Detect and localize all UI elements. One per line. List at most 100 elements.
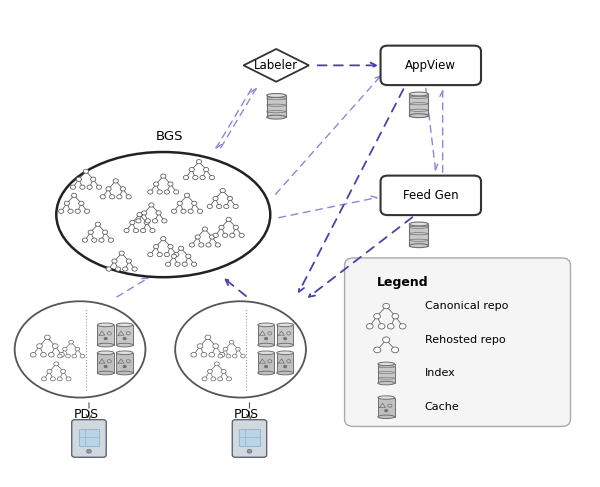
Circle shape — [152, 219, 158, 223]
Circle shape — [82, 238, 88, 242]
Circle shape — [205, 335, 211, 340]
FancyBboxPatch shape — [378, 397, 395, 417]
Ellipse shape — [97, 323, 114, 327]
Circle shape — [76, 177, 82, 181]
Circle shape — [162, 219, 167, 223]
Text: PDS: PDS — [73, 408, 98, 421]
FancyBboxPatch shape — [267, 95, 286, 117]
Circle shape — [91, 177, 96, 181]
Circle shape — [221, 369, 226, 374]
Circle shape — [75, 347, 80, 351]
Circle shape — [213, 344, 218, 348]
Circle shape — [164, 190, 169, 194]
Circle shape — [119, 251, 124, 255]
Circle shape — [130, 221, 135, 225]
Circle shape — [213, 233, 218, 238]
Circle shape — [241, 354, 245, 358]
FancyBboxPatch shape — [277, 325, 293, 345]
Circle shape — [191, 353, 197, 357]
Circle shape — [92, 238, 97, 242]
Circle shape — [117, 195, 122, 199]
Circle shape — [70, 185, 76, 189]
Ellipse shape — [116, 343, 133, 347]
Ellipse shape — [378, 396, 395, 399]
Circle shape — [197, 209, 203, 213]
Circle shape — [154, 182, 159, 186]
Circle shape — [66, 354, 70, 358]
Circle shape — [99, 238, 104, 242]
Circle shape — [122, 267, 128, 271]
Circle shape — [392, 347, 398, 353]
FancyBboxPatch shape — [380, 176, 481, 215]
Ellipse shape — [258, 343, 274, 347]
Ellipse shape — [277, 323, 293, 327]
Circle shape — [208, 369, 212, 374]
Text: PDS: PDS — [234, 408, 259, 421]
FancyBboxPatch shape — [409, 224, 428, 245]
Ellipse shape — [116, 351, 133, 355]
Circle shape — [265, 365, 268, 368]
Ellipse shape — [175, 301, 306, 397]
Circle shape — [218, 377, 223, 381]
Circle shape — [182, 262, 187, 266]
Circle shape — [191, 262, 197, 266]
Circle shape — [227, 196, 233, 201]
Circle shape — [88, 230, 94, 234]
Circle shape — [219, 225, 224, 229]
Text: Labeler: Labeler — [254, 59, 298, 72]
Ellipse shape — [277, 351, 293, 355]
Circle shape — [374, 314, 380, 319]
Circle shape — [223, 347, 227, 351]
Ellipse shape — [258, 371, 274, 375]
Polygon shape — [244, 49, 309, 82]
Circle shape — [136, 219, 141, 223]
Circle shape — [150, 228, 155, 233]
Circle shape — [126, 259, 131, 263]
Circle shape — [193, 175, 198, 180]
Circle shape — [50, 377, 55, 381]
Ellipse shape — [409, 114, 428, 118]
Circle shape — [168, 182, 173, 186]
Circle shape — [62, 347, 67, 351]
Circle shape — [213, 196, 218, 201]
Circle shape — [112, 259, 117, 263]
FancyBboxPatch shape — [239, 429, 260, 446]
Circle shape — [226, 354, 231, 358]
Circle shape — [219, 353, 225, 357]
Circle shape — [232, 354, 237, 358]
Circle shape — [95, 222, 101, 226]
Circle shape — [44, 335, 50, 340]
Circle shape — [223, 233, 227, 238]
Circle shape — [168, 244, 173, 249]
Circle shape — [69, 340, 73, 344]
Circle shape — [59, 209, 64, 213]
Circle shape — [239, 233, 244, 238]
FancyBboxPatch shape — [409, 94, 428, 116]
Circle shape — [181, 209, 186, 213]
Circle shape — [97, 185, 101, 189]
Circle shape — [164, 252, 169, 257]
Text: Cache: Cache — [425, 402, 460, 412]
FancyBboxPatch shape — [258, 353, 274, 373]
Circle shape — [392, 314, 398, 319]
Circle shape — [110, 195, 115, 199]
Circle shape — [80, 185, 85, 189]
Circle shape — [133, 228, 139, 233]
Circle shape — [31, 353, 36, 357]
Text: AppView: AppView — [405, 59, 456, 72]
FancyBboxPatch shape — [380, 46, 481, 85]
Ellipse shape — [97, 343, 114, 347]
Text: Canonical repo: Canonical repo — [425, 301, 508, 311]
Circle shape — [85, 209, 89, 213]
Ellipse shape — [116, 371, 133, 375]
FancyBboxPatch shape — [232, 420, 267, 457]
Circle shape — [41, 353, 46, 357]
Circle shape — [64, 201, 70, 206]
Ellipse shape — [409, 92, 428, 96]
Ellipse shape — [56, 152, 270, 277]
Circle shape — [126, 195, 131, 199]
Circle shape — [184, 193, 190, 197]
Circle shape — [172, 209, 177, 213]
Circle shape — [166, 262, 171, 266]
Circle shape — [79, 201, 84, 206]
